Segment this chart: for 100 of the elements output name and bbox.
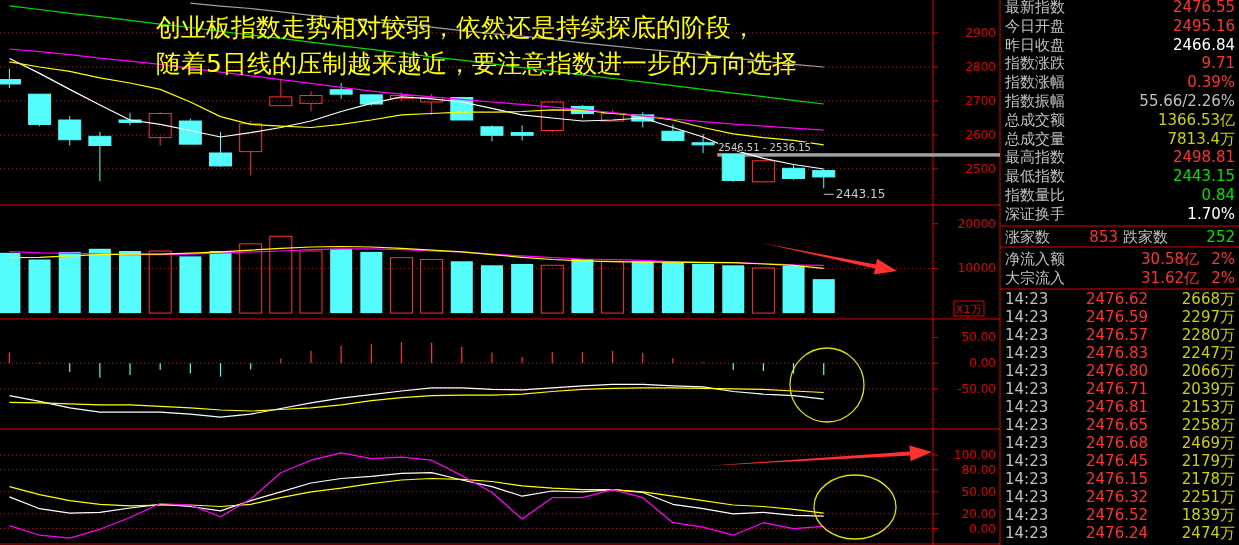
text: 14:23 <box>1005 398 1049 416</box>
text: 净流入额 <box>1005 250 1065 268</box>
line-series <box>8 452 825 539</box>
text: 指数涨幅 <box>1004 73 1065 92</box>
text: 指数涨跌 <box>1004 54 1065 73</box>
text: 2476.45 <box>1086 452 1149 470</box>
text: 30.58亿 <box>1141 250 1199 268</box>
text: 853 <box>1089 228 1118 246</box>
text: 14:23 <box>1005 524 1049 542</box>
text: 2476.83 <box>1086 344 1149 362</box>
text: 总成交量 <box>1004 129 1065 148</box>
text: 2469万 <box>1181 434 1235 452</box>
y-tick-label: 2700 <box>965 93 996 108</box>
y-tick-label: 100.00 <box>954 448 996 463</box>
bar <box>389 257 413 314</box>
bar <box>480 265 503 314</box>
text: 14:23 <box>1005 380 1049 398</box>
text: 最新指数 <box>1005 0 1065 16</box>
text: 2476.81 <box>1086 398 1149 416</box>
text: 7813.4万 <box>1167 129 1235 148</box>
text: 2498.81 <box>1172 148 1235 167</box>
text: 昨日收盘 <box>1005 35 1065 54</box>
text: 2495.16 <box>1172 16 1235 35</box>
text: 252 <box>1206 228 1235 246</box>
text: 2443.15 <box>1172 167 1235 186</box>
bar <box>299 250 323 314</box>
bar <box>148 250 172 314</box>
text: 最低指数 <box>1005 167 1065 186</box>
text: 2% <box>1211 269 1235 287</box>
text: 最高指数 <box>1005 148 1065 167</box>
text: 9.71 <box>1201 54 1235 73</box>
text: 14:23 <box>1005 290 1049 308</box>
text: 2476.32 <box>1086 488 1149 506</box>
text: 14:23 <box>1005 506 1049 524</box>
y-axis-title: X1万 <box>956 303 982 316</box>
text: 2258万 <box>1181 416 1235 434</box>
y-tick-label: 0.00 <box>969 521 996 536</box>
text: 2476.57 <box>1086 326 1149 344</box>
text: 2476.15 <box>1086 470 1149 488</box>
text: 2466.84 <box>1172 35 1235 54</box>
text: 2251万 <box>1181 488 1235 506</box>
y-tick-label: 2600 <box>965 127 996 142</box>
text: 1366.53亿 <box>1157 110 1235 129</box>
line-series <box>8 383 825 418</box>
y-tick-label: 2800 <box>965 59 996 74</box>
bar <box>751 267 775 314</box>
bar <box>511 263 534 314</box>
text: 跌家数 <box>1123 228 1168 246</box>
text: 指数振幅 <box>1004 92 1065 110</box>
bar <box>661 262 684 314</box>
text: 14:23 <box>1005 434 1049 452</box>
text: 2668万 <box>1181 290 1235 308</box>
text: 2039万 <box>1181 380 1235 398</box>
text: 2179万 <box>1181 452 1235 470</box>
text: 2476.62 <box>1086 290 1149 308</box>
text: 2297万 <box>1181 308 1235 326</box>
text: 总成交额 <box>1004 110 1065 129</box>
text: 14:23 <box>1005 362 1049 380</box>
y-tick-label: 20000 <box>957 216 996 231</box>
bar <box>420 258 444 314</box>
y-tick-label: 10000 <box>957 261 996 276</box>
bar <box>692 263 715 314</box>
text: 1.70% <box>1187 204 1235 223</box>
line-series <box>8 387 825 412</box>
text: 2476.52 <box>1086 506 1149 524</box>
text: 涨家数 <box>1005 228 1050 246</box>
text: 2247万 <box>1181 344 1235 362</box>
y-tick-label: 20.00 <box>961 506 996 521</box>
text: 2% <box>1211 250 1235 268</box>
text: 2476.80 <box>1086 362 1149 380</box>
text: 指数量比 <box>1004 186 1065 204</box>
text: 14:23 <box>1005 488 1049 506</box>
y-tick-label: 0.00 <box>969 356 996 371</box>
text: 14:23 <box>1005 470 1049 488</box>
bar <box>119 251 142 314</box>
y-tick-label: 50.00 <box>961 484 996 499</box>
bar <box>722 265 745 314</box>
bar <box>450 261 473 314</box>
y-tick-label: 2500 <box>965 161 996 176</box>
y-tick-label: 50.00 <box>961 330 996 345</box>
text: 2476.59 <box>1086 308 1149 326</box>
text: 大宗流入 <box>1005 269 1065 287</box>
text: 2476.65 <box>1086 416 1149 434</box>
text: 2476.55 <box>1172 0 1235 16</box>
text: 2280万 <box>1181 326 1235 344</box>
bar <box>179 256 202 314</box>
text: 2476.71 <box>1086 380 1149 398</box>
bar <box>269 235 293 314</box>
text: 2476.24 <box>1086 524 1149 542</box>
bar <box>631 261 654 314</box>
text: 1839万 <box>1181 506 1235 524</box>
bar <box>239 243 263 314</box>
text: 2178万 <box>1181 470 1235 488</box>
bar <box>782 265 805 314</box>
bar <box>58 251 81 314</box>
text: 31.62亿 <box>1141 269 1199 287</box>
bar <box>0 252 21 314</box>
bar <box>330 248 353 314</box>
y-tick-label: 80.00 <box>961 462 996 477</box>
y-tick-label: -50.00 <box>957 381 996 396</box>
